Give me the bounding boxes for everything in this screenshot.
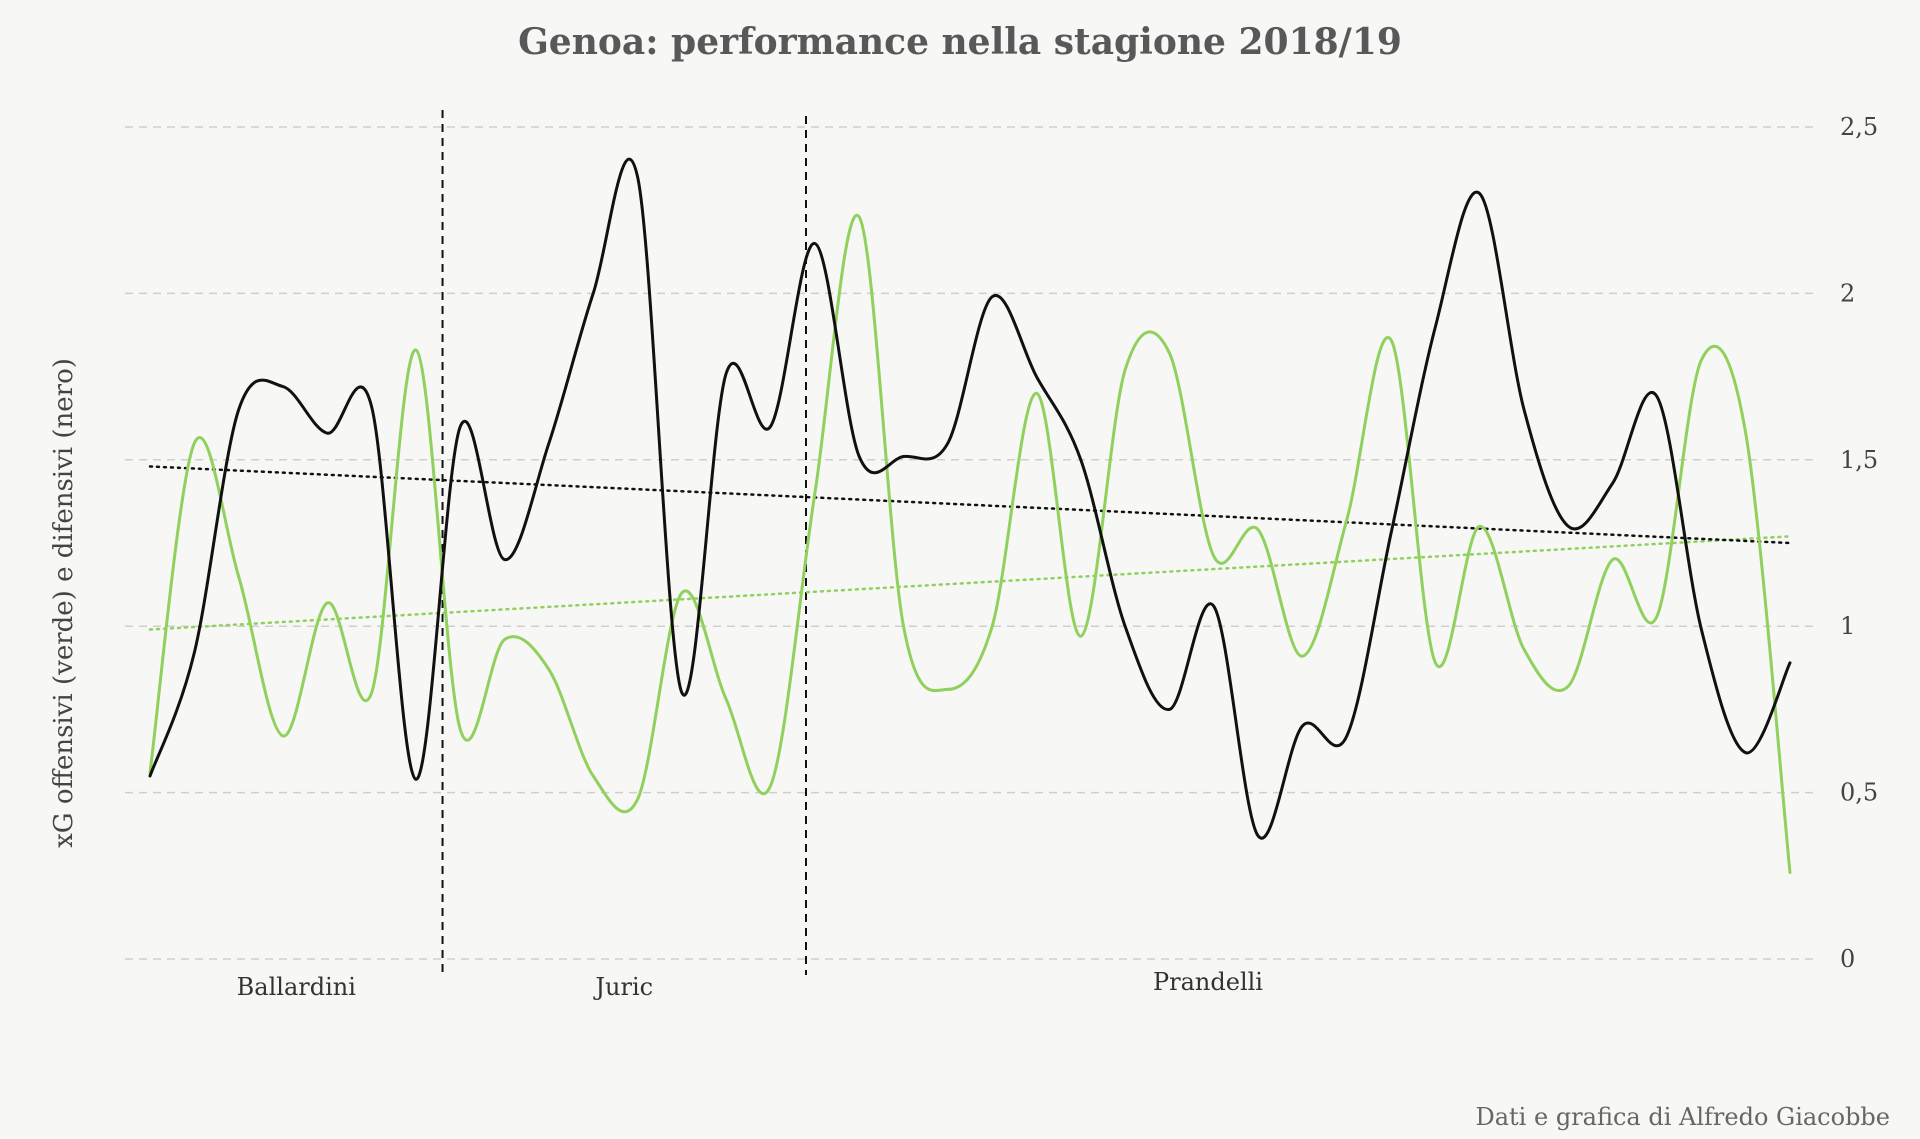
trendline-1 xyxy=(148,465,1792,545)
series-line-1 xyxy=(148,157,1792,840)
trendlines xyxy=(148,465,1792,631)
y-tick-label-3: 1,5 xyxy=(1840,446,1878,474)
y-tick-label-4: 2 xyxy=(1840,279,1855,307)
y-axis-label: xG offensivi (verde) e difensivi (nero) xyxy=(49,358,79,848)
y-tick-label-2: 1 xyxy=(1840,612,1855,640)
trendline-0 xyxy=(148,535,1792,631)
chart-title: Genoa: performance nella stagione 2018/1… xyxy=(518,21,1402,63)
period-labels: Ballardini Juric Prandelli xyxy=(237,968,1264,1001)
source-credit: Dati e grafica di Alfredo Giacobbe xyxy=(1475,1103,1890,1131)
y-tick-label-1: 0,5 xyxy=(1840,779,1878,807)
period-label-1: Juric xyxy=(592,973,653,1001)
series-lines xyxy=(148,157,1792,874)
y-tick-label-0: 0 xyxy=(1840,945,1855,973)
y-tick-label-5: 2,5 xyxy=(1840,113,1878,141)
grid-layer: 0 0,5 1 1,5 2 2,5 xyxy=(125,113,1878,973)
period-label-2: Prandelli xyxy=(1153,968,1263,996)
period-label-0: Ballardini xyxy=(237,973,357,1001)
series-line-0 xyxy=(148,213,1792,874)
